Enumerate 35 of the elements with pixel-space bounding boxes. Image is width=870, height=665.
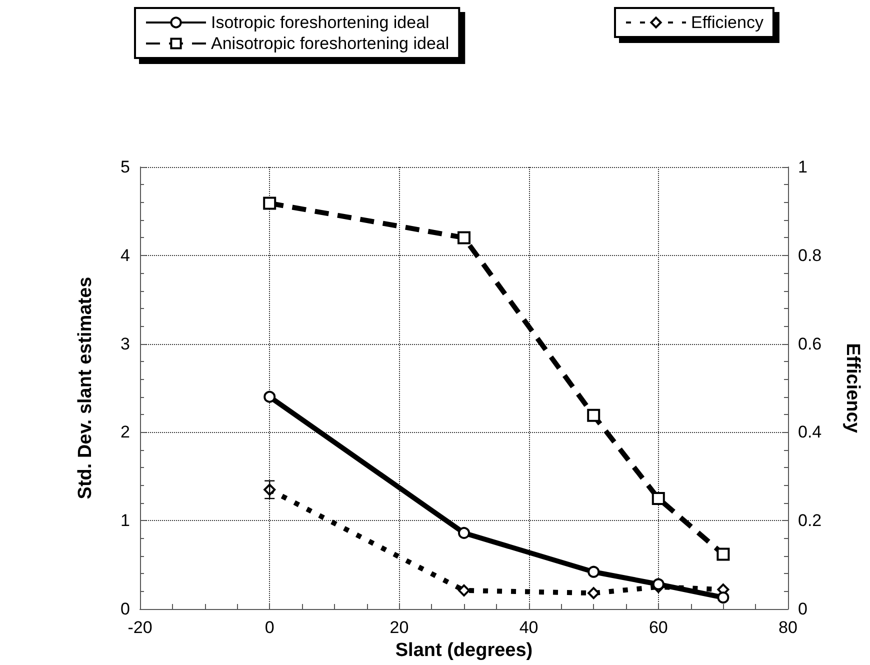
y-axis-title: Std. Dev. slant estimates: [75, 276, 96, 500]
x-tick-label: 60: [648, 618, 668, 637]
point: [716, 548, 730, 561]
y-tick-label: 2: [120, 422, 130, 442]
x-tick-label: -20: [128, 618, 152, 637]
legend-label: Efficiency: [691, 13, 764, 32]
x-tick-label: 20: [390, 618, 409, 637]
y2-tick-label: 0.8: [798, 246, 822, 265]
y2-tick-label: 0.2: [798, 511, 822, 530]
y-tick-label: 4: [120, 246, 130, 265]
y2-tick-label: 0.6: [798, 334, 822, 354]
point: [263, 196, 276, 210]
y-tick-label: 5: [120, 158, 130, 176]
point: [717, 592, 730, 604]
y-tick-label: 3: [120, 334, 130, 354]
point: [587, 408, 600, 422]
legend-label: Isotropic foreshortening ideal: [211, 13, 430, 32]
x-tick-label: 0: [264, 618, 274, 637]
y-tick-label: 1: [120, 511, 130, 530]
y-tick-label: 0: [120, 600, 130, 618]
point: [458, 584, 470, 596]
point: [458, 526, 470, 539]
y2-axis-title: Efficiency: [842, 343, 863, 434]
legend-label: Anisotropic foreshortening ideal: [211, 34, 450, 53]
y2-tick-label: 0: [798, 600, 808, 618]
x-axis-title: Slant (degrees): [395, 640, 533, 661]
y2-tick-label: 1: [798, 158, 808, 176]
point: [652, 492, 665, 505]
point: [458, 231, 470, 244]
x-tick-label: 40: [519, 618, 538, 637]
point: [588, 566, 600, 578]
y2-tick-label: 0.4: [798, 422, 822, 442]
x-tick-label: 80: [778, 618, 798, 637]
point: [264, 390, 276, 403]
point: [652, 578, 664, 590]
